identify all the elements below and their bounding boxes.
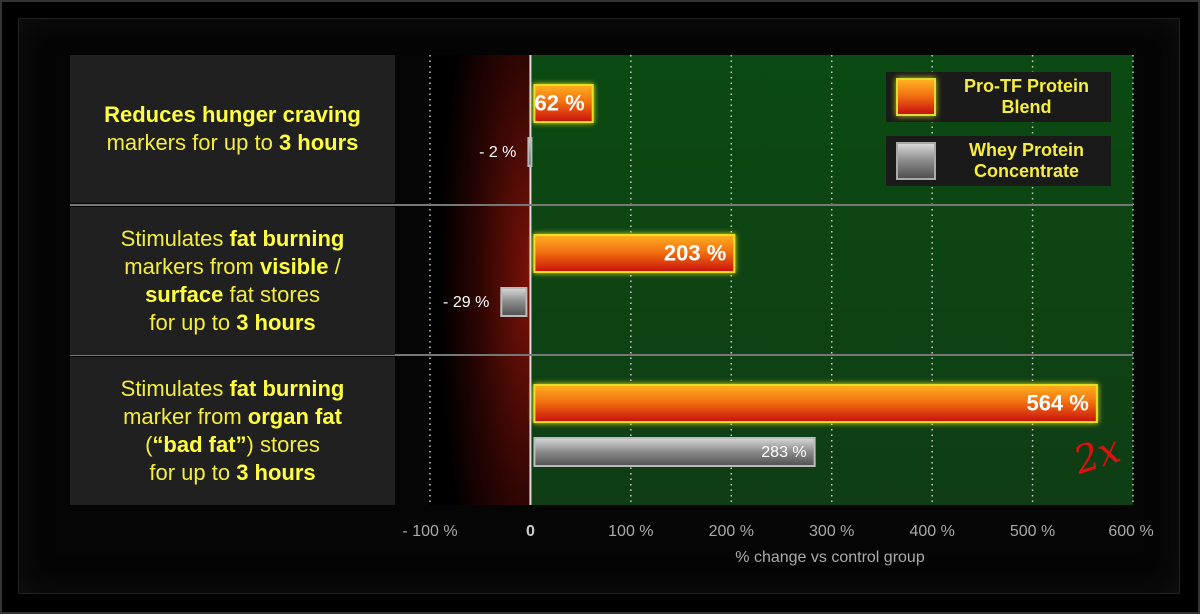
legend-swatch	[896, 78, 936, 116]
value-label: - 29 %	[443, 294, 489, 311]
category-text-bold: 3 hours	[278, 130, 359, 155]
bar	[533, 234, 736, 273]
category-text-bold: organ fat	[247, 404, 342, 429]
x-tick-label: - 100 %	[402, 523, 457, 540]
legend-label: Pro-TF Protein Blend	[964, 76, 1089, 117]
category-text: fat stores	[223, 282, 320, 307]
legend-label: Whey Protein Concentrate	[968, 140, 1084, 181]
category-label: Stimulates fat burning markers from visib…	[70, 207, 395, 355]
value-label: 203 %	[664, 240, 726, 265]
x-tick-label: 400 %	[909, 523, 954, 540]
category-text-bold: fat burning	[229, 376, 345, 401]
negative-area	[430, 55, 530, 505]
x-tick-label: 500 %	[1010, 523, 1055, 540]
category-line: surface fat stores	[145, 281, 320, 309]
category-line: markers for up to 3 hours	[107, 129, 359, 157]
category-text: for up to	[149, 310, 237, 335]
legend-item: Whey Protein Concentrate	[886, 136, 1111, 186]
category-line: Stimulates fat burning	[121, 375, 345, 403]
value-label: 564 %	[1026, 390, 1088, 415]
category-text: markers from	[124, 254, 260, 279]
category-text-bold: 3 hours	[236, 460, 316, 485]
category-line: for up to 3 hours	[149, 309, 315, 337]
category-line: markers from visible /	[124, 253, 340, 281]
legend-swatch	[896, 142, 936, 180]
bar	[533, 384, 1098, 423]
x-tick-label: 0	[526, 523, 535, 540]
value-label: 62 %	[535, 90, 585, 115]
category-text-bold: “bad fat”	[152, 432, 247, 457]
category-text: Stimulates	[120, 226, 230, 251]
x-tick-label: 300 %	[809, 523, 854, 540]
value-label: 283 %	[761, 444, 806, 461]
category-text-bold: fat burning	[229, 226, 345, 251]
x-tick-label: 200 %	[709, 523, 754, 540]
category-text: (	[145, 432, 153, 457]
category-line: Stimulates fat burning	[121, 225, 345, 253]
category-text: marker from	[123, 404, 248, 429]
x-axis-title: % change vs control group	[735, 549, 925, 566]
category-text-bold: Reduces hunger craving	[104, 102, 361, 127]
category-text: markers for up to	[106, 130, 279, 155]
category-label: Stimulates fat burning marker from organ …	[70, 357, 395, 505]
category-line: for up to 3 hours	[149, 459, 315, 487]
category-line: (“bad fat”) stores	[145, 431, 320, 459]
category-text: ) stores	[246, 432, 320, 457]
value-label: - 2 %	[479, 144, 516, 161]
category-text: for up to	[149, 460, 237, 485]
bar	[527, 137, 533, 167]
category-text-bold: surface	[145, 282, 224, 307]
bar	[533, 437, 816, 467]
category-line: marker from organ fat	[123, 403, 342, 431]
bar	[533, 84, 594, 123]
category-line: Reduces hunger craving	[104, 101, 361, 129]
legend-item: Pro-TF Protein Blend	[886, 72, 1111, 122]
category-text: Stimulates	[120, 376, 230, 401]
category-text: /	[328, 254, 341, 279]
category-text-bold: visible	[259, 254, 329, 279]
x-tick-label: 600 %	[1108, 523, 1153, 540]
category-text-bold: 3 hours	[236, 310, 316, 335]
bar	[500, 287, 528, 317]
x-tick-label: 100 %	[608, 523, 653, 540]
category-label: Reduces hunger craving markers for up to …	[70, 55, 395, 203]
